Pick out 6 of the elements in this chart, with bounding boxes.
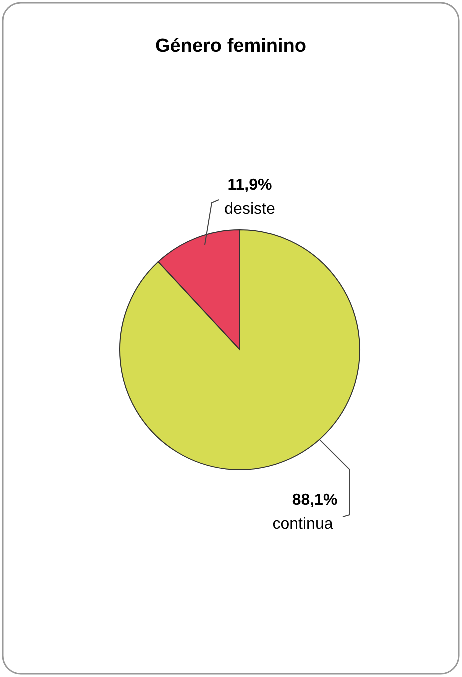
chart-title: Género feminino xyxy=(156,36,306,57)
slice-label: desiste xyxy=(224,201,276,218)
pie-slice xyxy=(120,230,360,470)
data-label: 88,1% xyxy=(292,492,338,509)
data-label: 11,9% xyxy=(228,177,272,194)
slice-label: continua xyxy=(272,516,334,533)
